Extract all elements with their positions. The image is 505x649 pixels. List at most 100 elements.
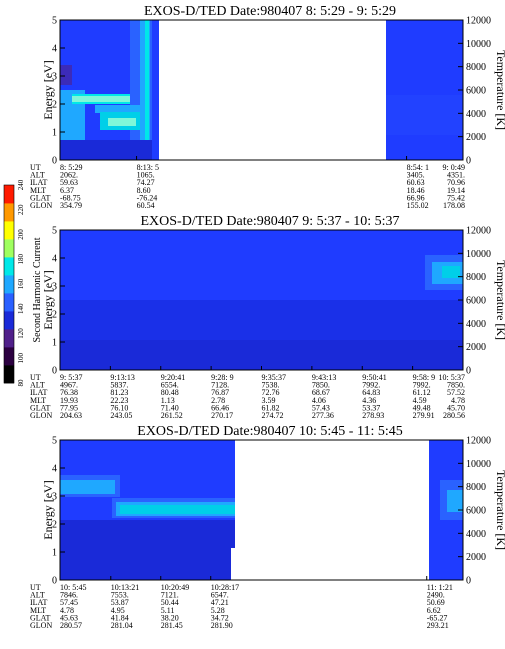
colorbar-swatch	[4, 365, 14, 384]
orbit-row-label: ALT	[30, 591, 45, 600]
orbit-value: 68.67	[312, 388, 330, 397]
temperature-axis: 0 2000 4000 6000 8000 10000 12000	[458, 436, 491, 587]
spectrogram-panel-2: EXOS-D/TED Date:980407 9: 5:37 - 10: 5:3…	[30, 214, 505, 420]
temperature-tick-label: 8000	[466, 62, 486, 73]
orbit-value: 4.36	[362, 396, 376, 405]
orbit-value: 204.63	[60, 411, 82, 420]
orbit-value: 49.48	[413, 403, 431, 412]
orbit-value: 9:13:13	[110, 373, 134, 382]
energy-tick-label: 3	[52, 492, 57, 503]
colorbar-swatch	[4, 203, 14, 222]
orbit-value: 7846.	[60, 591, 78, 600]
spectrogram-data	[60, 230, 463, 370]
temperature-axis: 0 2000 4000 6000 8000 10000 12000	[458, 226, 491, 377]
orbit-value: 9:20:41	[161, 373, 185, 382]
temperature-axis-label: Temperature [K]	[494, 470, 505, 550]
orbit-row-label: ILAT	[30, 598, 47, 607]
orbit-value: 6.37	[60, 186, 74, 195]
energy-tick-label: 1	[52, 338, 57, 349]
orbit-row-label: ILAT	[30, 178, 47, 187]
energy-tick-label: 5	[52, 16, 57, 27]
orbit-value: 155.02	[407, 201, 429, 210]
orbit-value: 10:13:21	[111, 583, 139, 592]
orbit-row-label: ILAT	[30, 388, 47, 397]
orbit-value: 7121.	[161, 591, 179, 600]
colorbar-frame	[3, 184, 15, 384]
orbit-value: 261.52	[161, 411, 183, 420]
orbit-value: 80.48	[161, 388, 179, 397]
orbit-value: 8:54: 1	[407, 163, 429, 172]
orbit-value: 2.78	[211, 396, 225, 405]
orbit-value: 4.95	[111, 606, 125, 615]
temperature-axis: 0 2000 4000 6000 8000 10000 12000	[458, 16, 491, 167]
energy-tick-label: 1	[52, 548, 57, 559]
temperature-tick-label: 2000	[466, 132, 486, 143]
orbit-value: 57.43	[312, 403, 330, 412]
orbit-value: 60.63	[407, 178, 425, 187]
orbit-value: 70.96	[447, 178, 465, 187]
energy-axis: 0 1 2 3 4 5	[52, 226, 65, 377]
energy-tick-label: 5	[52, 226, 57, 237]
orbit-value: 8: 5:29	[60, 163, 82, 172]
colorbar-swatch	[4, 329, 14, 348]
temperature-tick-label: 12000	[466, 436, 491, 447]
spectrogram-data	[60, 440, 463, 580]
time-axis-ticks	[59, 156, 464, 160]
temperature-tick-label: 12000	[466, 16, 491, 27]
orbit-value: 277.36	[312, 411, 334, 420]
energy-tick-label: 4	[52, 464, 57, 475]
energy-tick-label: 0	[52, 156, 57, 167]
orbit-value: 66.96	[407, 193, 425, 202]
energy-tick-label: 2	[52, 100, 57, 111]
orbit-value: 50.44	[161, 598, 179, 607]
colorbar-ticks: 80 100 120 140 160 180 200 220 240	[17, 179, 25, 386]
orbit-value: -65.27	[427, 613, 448, 622]
colorbar-swatch	[4, 221, 14, 240]
orbit-value: 8:13: 5	[137, 163, 159, 172]
colorbar-swatch	[4, 275, 14, 294]
orbit-value: 9:35:37	[262, 373, 286, 382]
spectrogram-data	[60, 20, 463, 160]
temperature-tick-label: 10000	[466, 459, 491, 470]
energy-axis-label: Energy [eV]	[41, 270, 55, 329]
orbit-value: 281.04	[111, 621, 133, 630]
colorbar-tick-label: 120	[17, 328, 25, 339]
energy-tick-label: 5	[52, 436, 57, 447]
colorbar-label: Second Harmonic Current	[32, 237, 43, 342]
orbit-value: 281.90	[211, 621, 233, 630]
colorbar-tick-label: 200	[17, 229, 25, 240]
energy-tick-label: 3	[52, 282, 57, 293]
orbit-value: 38.20	[161, 613, 179, 622]
colorbar-swatch	[4, 311, 14, 330]
energy-tick-label: 4	[52, 254, 57, 265]
temperature-tick-label: 10000	[466, 249, 491, 260]
orbit-value: 45.70	[447, 403, 465, 412]
spectrogram-panel-1: EXOS-D/TED Date:980407 8: 5:29 - 9: 5:29…	[30, 4, 505, 210]
temperature-tick-label: 4000	[466, 319, 486, 330]
orbit-value: 243.05	[110, 411, 132, 420]
panel-title: EXOS-D/TED Date:980407 9: 5:37 - 10: 5:3…	[141, 214, 400, 229]
orbit-value: 3405.	[407, 171, 425, 180]
orbit-value: 60.54	[137, 201, 155, 210]
orbit-row-label: ALT	[30, 381, 45, 390]
orbit-value: 10: 5:45	[60, 583, 86, 592]
orbit-value: 61.82	[262, 403, 280, 412]
orbit-value: 354.79	[60, 201, 82, 210]
time-axis-ticks	[59, 576, 428, 580]
orbit-value: 4.78	[60, 606, 74, 615]
colorbar-tick-label: 100	[17, 353, 25, 364]
orbit-value: 34.72	[211, 613, 229, 622]
orbit-value: 4.78	[451, 396, 465, 405]
colorbar-tick-label: 240	[17, 179, 25, 190]
orbit-value: 3.59	[262, 396, 276, 405]
orbit-value: 71.40	[161, 403, 179, 412]
temperature-tick-label: 6000	[466, 506, 486, 517]
colorbar-swatch	[4, 293, 14, 312]
orbit-row-label: GLAT	[30, 403, 51, 412]
energy-tick-label: 2	[52, 310, 57, 321]
temperature-tick-label: 2000	[466, 552, 486, 563]
spectrogram-panel-3: EXOS-D/TED Date:980407 10: 5:45 - 11: 5:…	[30, 424, 505, 630]
temperature-tick-label: 4000	[466, 529, 486, 540]
orbit-value: 4.06	[312, 396, 326, 405]
panel-title: EXOS-D/TED Date:980407 10: 5:45 - 11: 5:…	[137, 424, 402, 439]
